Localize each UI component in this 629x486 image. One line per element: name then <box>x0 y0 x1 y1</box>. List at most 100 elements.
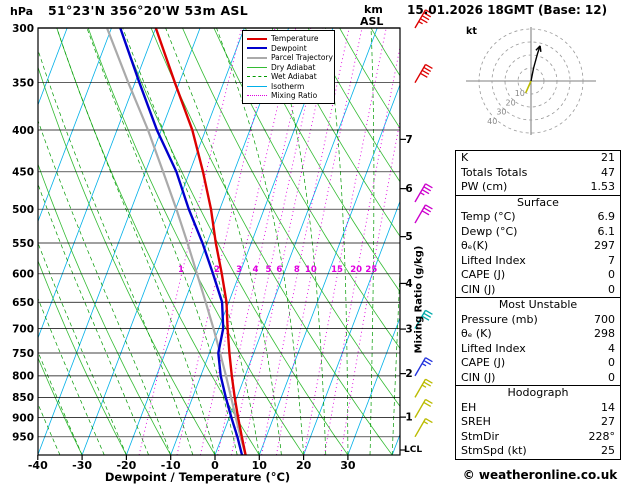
plot-border <box>37 27 401 456</box>
stat-value: 0 <box>608 268 615 281</box>
stat-row: Pressure (mb) 700 <box>456 313 620 328</box>
wind-barb-tick <box>421 189 430 195</box>
indices-box: K 21 Totals Totals 47 PW (cm) 1.53 <box>455 150 621 196</box>
hodograph-ring <box>517 67 545 95</box>
altitude-unit-asl-label: ASL <box>360 15 384 28</box>
temp-tick-label: -40 <box>28 459 48 472</box>
wind-barb-tick <box>425 9 433 15</box>
stat-row: θₑ (K) 298 <box>456 327 620 342</box>
hodograph-arrowhead <box>539 45 542 52</box>
dry-adiabat-line <box>38 356 83 455</box>
wind-barb-tick <box>423 186 432 192</box>
altitude-unit-km-label: km <box>364 3 383 16</box>
isotherm-line <box>38 28 201 455</box>
hodograph-ring <box>478 28 584 134</box>
legend-item-wet-adiabat: Wet Adiabat <box>247 72 330 82</box>
wind-barb-tick <box>423 12 432 18</box>
legend-label: Parcel Trajectory <box>271 53 333 63</box>
stat-value: 297 <box>594 239 615 252</box>
hodograph-trace-low-level <box>525 80 532 94</box>
wind-barb-tick <box>425 357 433 363</box>
wet-adiabat-line <box>56 28 216 455</box>
most-unstable-box: Most Unstable Pressure (mb) 700 θₑ (K) 298… <box>455 297 621 386</box>
stat-value: 228° <box>588 429 616 443</box>
stat-value: 27 <box>601 415 615 428</box>
stat-label: Temp (°C) <box>461 210 516 223</box>
stat-row: StmSpd (kt) 25 <box>456 444 620 459</box>
pressure-tick-label: 300 <box>12 23 34 35</box>
stat-label: CAPE (J) <box>461 268 506 281</box>
legend-label: Dry Adiabat <box>271 62 316 72</box>
stat-row: CIN (J) 0 <box>456 371 620 386</box>
km-tick-label: 5 <box>405 231 412 243</box>
legend-label: Wet Adiabat <box>271 72 317 82</box>
temp-tick-label: 0 <box>211 459 219 472</box>
isotherm-line <box>258 83 400 455</box>
stat-row: Totals Totals 47 <box>456 166 620 181</box>
hodograph-ring <box>504 54 558 108</box>
isotherm-line <box>347 316 400 455</box>
stat-label: PW (cm) <box>461 180 508 193</box>
hodograph-trace <box>530 45 541 82</box>
stat-value: 700 <box>594 312 615 326</box>
mixing-ratio-line <box>324 44 400 455</box>
wind-barb-tick <box>425 398 433 405</box>
stat-row: K 21 <box>456 151 620 166</box>
mixing-ratio-value-label: 5 <box>266 265 272 275</box>
mixing-ratio-line <box>138 28 243 455</box>
wind-barb-tick <box>423 401 432 407</box>
mixing-ratio-axis-title: Mixing Ratio (g/kg) <box>413 245 425 354</box>
mixing-ratio-line-sample <box>247 95 267 97</box>
legend-item-parcel-trajectory: Parcel Trajectory <box>247 53 333 63</box>
stat-value: 25 <box>601 444 615 457</box>
mixing-ratio-line <box>242 28 334 455</box>
hodograph-unit-label: kt <box>466 26 477 37</box>
stat-label: EH <box>461 400 477 414</box>
wind-barb-tick <box>421 210 430 216</box>
dry-adiabat-line-sample <box>247 66 267 68</box>
isotherm-line <box>38 28 112 223</box>
stat-label: StmDir <box>461 429 500 443</box>
stat-row: θₑ(K) 297 <box>456 239 620 254</box>
stat-label: Lifted Index <box>461 341 526 355</box>
mixing-ratio-line <box>275 28 363 455</box>
stat-value: 6.9 <box>597 210 616 223</box>
most-unstable-section-title: Most Unstable <box>498 298 578 311</box>
stat-row: CAPE (J) 0 <box>456 356 620 371</box>
mixing-ratio-line <box>340 118 400 455</box>
wind-barb-tick <box>421 384 427 388</box>
pressure-tick-label: 650 <box>12 297 34 309</box>
legend-item-dry-adiabat: Dry Adiabat <box>247 63 330 73</box>
stat-value: 14 <box>601 400 615 414</box>
temp-tick-label: -30 <box>72 459 92 472</box>
wind-barb-tick <box>425 418 433 424</box>
pressure-tick-label: 500 <box>12 204 34 216</box>
mixing-ratio-value-label: 1 <box>178 265 184 275</box>
pressure-unit-label: hPa <box>10 5 34 18</box>
wind-barb-tick <box>425 63 433 70</box>
dry-adiabat-line <box>307 28 400 183</box>
stats-panel: K 21 Totals Totals 47 PW (cm) 1.53 Surface … <box>455 150 621 460</box>
mixing-ratio-value-label: 15 <box>331 265 343 275</box>
wind-barb-tick <box>423 66 432 72</box>
mixing-ratio-value-label: 20 <box>350 265 362 275</box>
stat-label: θₑ(K) <box>461 239 489 252</box>
wind-barb-tick <box>420 18 428 24</box>
stat-row: Temp (°C) 6.9 <box>456 210 620 225</box>
legend-label: Isotherm <box>271 81 305 91</box>
km-tick-label: 3 <box>405 324 412 336</box>
stat-label: CIN (J) <box>461 282 496 296</box>
pressure-tick-label: 850 <box>12 392 34 404</box>
mixing-ratio-value-label: 3 <box>236 265 242 275</box>
stat-row: CAPE (J) 0 <box>456 268 620 283</box>
isotherm-line <box>38 28 68 106</box>
chart-legend: Temperature Dewpoint Parcel Trajectory D… <box>242 30 335 104</box>
wind-barb-tick <box>425 183 433 189</box>
pressure-tick-label: 950 <box>12 432 34 444</box>
legend-label: Temperature <box>271 34 319 44</box>
wet-adiabat-line <box>369 28 375 455</box>
stat-label: CAPE (J) <box>461 356 506 369</box>
stat-row: Lifted Index 4 <box>456 342 620 357</box>
hodograph-section-title: Hodograph <box>507 386 569 399</box>
stat-value: 0 <box>608 282 615 296</box>
